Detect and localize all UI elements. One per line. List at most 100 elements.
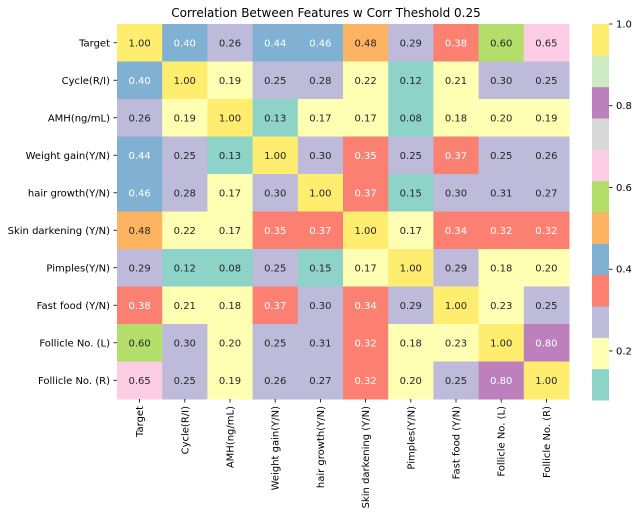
heatmap-cell <box>252 361 299 400</box>
cell-value-label: 0.25 <box>535 76 557 87</box>
cell-value-label: 0.26 <box>535 151 557 162</box>
cell-value-label: 0.25 <box>535 301 557 312</box>
cell-value-label: 0.26 <box>219 38 241 49</box>
cell-value-label: 1.00 <box>354 226 376 237</box>
colorbar-segment <box>592 243 609 276</box>
colorbar-tick-label: 0.4 <box>616 265 632 276</box>
cell-value-label: 0.26 <box>128 113 150 124</box>
row-label: Pimples(Y/N) <box>46 263 110 274</box>
heatmap-cell <box>252 324 299 362</box>
cell-value-label: 1.00 <box>400 263 422 274</box>
heatmap-cell <box>523 24 570 62</box>
column-label: AMH(ng/mL) <box>226 406 237 468</box>
row-label: Cycle(R/I) <box>62 76 110 87</box>
heatmap-cell <box>162 136 208 175</box>
column-label: Follicle No. (L) <box>497 406 508 477</box>
row-labels: Target Cycle(R/I) AMH(ng/mL) Weight gain(Y/… <box>8 38 117 387</box>
cell-value-label: 0.20 <box>490 113 512 124</box>
cell-value-label: 0.37 <box>264 301 286 312</box>
cell-value-label: 0.25 <box>174 376 196 387</box>
cell-value-label: 0.80 <box>490 376 512 387</box>
cell-value-label: 0.44 <box>264 38 286 49</box>
row-label: hair growth(Y/N) <box>28 188 110 199</box>
cell-value-label: 1.00 <box>445 301 467 312</box>
heatmap-cell <box>478 99 525 137</box>
cell-value-label: 0.60 <box>128 338 150 349</box>
cell-value-label: 0.34 <box>445 226 467 237</box>
colorbar-tick-label: 1.0 <box>616 20 632 31</box>
heatmap-cell <box>162 99 208 137</box>
heatmap-cell <box>252 211 299 250</box>
row-label: AMH(ng/mL) <box>48 113 110 124</box>
heatmap-cell <box>388 211 434 250</box>
column-label: Weight gain(Y/N) <box>271 406 282 490</box>
heatmap-cell <box>117 174 163 212</box>
cell-value-label: 0.32 <box>354 376 376 387</box>
heatmap-cell <box>297 136 344 175</box>
heatmap-cell <box>343 24 389 62</box>
heatmap-cell <box>117 136 163 175</box>
heatmap-cell <box>388 61 434 100</box>
colorbar-tick-label: 0.2 <box>616 346 632 357</box>
cell-value-label: 0.25 <box>400 151 422 162</box>
cell-value-label: 1.00 <box>309 188 331 199</box>
heatmap-cell <box>478 361 525 400</box>
heatmap-cell <box>433 61 480 100</box>
cell-value-label: 1.00 <box>128 38 150 49</box>
cell-value-label: 0.29 <box>400 301 422 312</box>
cell-value-label: 0.32 <box>535 226 557 237</box>
heatmap-cell <box>523 361 570 400</box>
heatmap-cell <box>117 361 163 400</box>
heatmap-cell <box>388 136 434 175</box>
column-label: Follicle No. (R) <box>542 406 553 478</box>
heatmap-cell <box>388 174 434 212</box>
heatmap-cell <box>343 99 389 137</box>
colorbar-segment <box>592 337 609 370</box>
cell-value-label: 0.17 <box>400 226 422 237</box>
cell-value-label: 0.25 <box>264 263 286 274</box>
heatmap-cell <box>297 324 344 362</box>
colorbar-segment <box>592 274 609 307</box>
cell-value-label: 1.00 <box>174 76 196 87</box>
cell-value-label: 0.18 <box>219 301 241 312</box>
heatmap-cell <box>478 249 525 287</box>
cell-value-label: 0.40 <box>128 76 150 87</box>
cell-value-label: 0.30 <box>264 188 286 199</box>
cell-value-label: 0.30 <box>174 338 196 349</box>
heatmap-cell <box>117 99 163 137</box>
row-label: Weight gain(Y/N) <box>26 151 110 162</box>
colorbar-segment <box>592 118 609 150</box>
heatmap-cell <box>252 174 299 212</box>
column-label: Cycle(R/I) <box>180 406 191 454</box>
heatmap-cell <box>162 174 208 212</box>
heatmap-cell <box>297 361 344 400</box>
cell-value-label: 0.46 <box>309 38 331 49</box>
heatmap-cell <box>433 136 480 175</box>
heatmap-cell <box>343 324 389 362</box>
cell-value-label: 0.30 <box>490 76 512 87</box>
heatmap-cell <box>207 361 254 400</box>
heatmap-cell <box>343 286 389 325</box>
heatmap-cell <box>297 211 344 250</box>
heatmap-cell <box>117 211 163 250</box>
cell-value-label: 0.15 <box>400 188 422 199</box>
heatmap-cell <box>297 61 344 100</box>
cell-value-label: 0.19 <box>219 76 241 87</box>
cell-value-label: 1.00 <box>535 376 557 387</box>
cell-value-label: 0.28 <box>174 188 196 199</box>
heatmap-cell <box>523 249 570 287</box>
heatmap-cell <box>388 99 434 137</box>
heatmap-cell <box>478 174 525 212</box>
heatmap-cell <box>162 324 208 362</box>
cell-value-label: 0.08 <box>400 113 422 124</box>
cell-value-label: 0.19 <box>535 113 557 124</box>
heatmap-cell <box>433 324 480 362</box>
colorbar-segment <box>592 55 609 88</box>
heatmap-cell <box>207 61 254 100</box>
cell-value-label: 0.20 <box>535 263 557 274</box>
cell-value-label: 0.38 <box>445 38 467 49</box>
heatmap-cell <box>207 174 254 212</box>
cell-value-label: 0.65 <box>535 38 557 49</box>
cell-value-label: 0.22 <box>354 76 376 87</box>
